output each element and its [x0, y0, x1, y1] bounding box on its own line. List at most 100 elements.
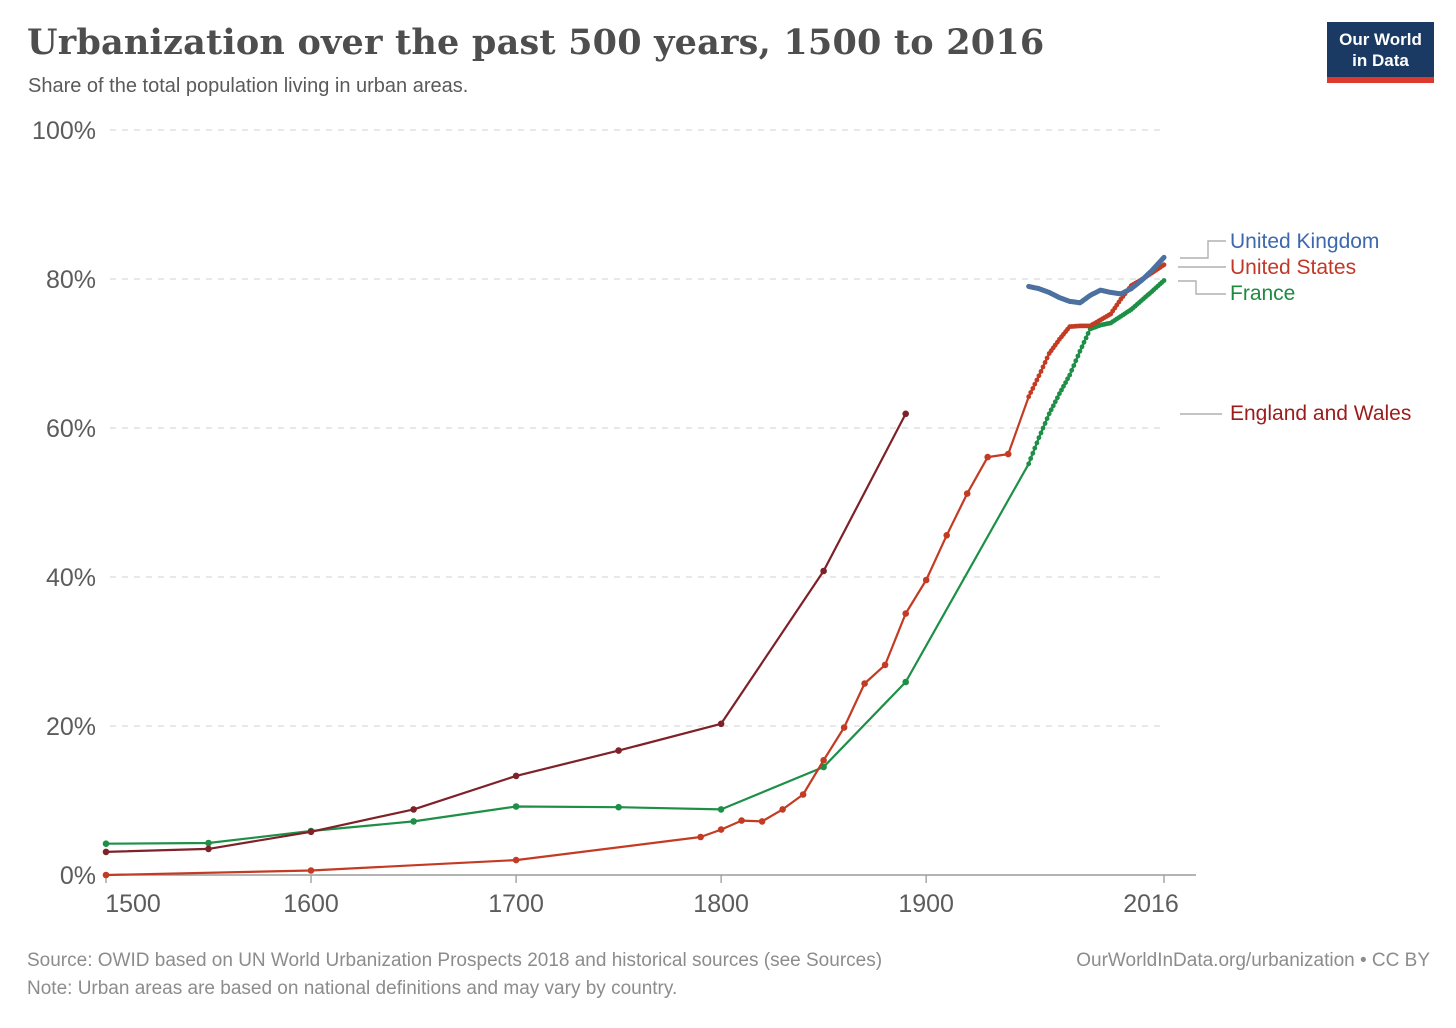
data-point: [1036, 435, 1042, 441]
data-point: [1044, 416, 1050, 421]
data-point: [102, 848, 110, 856]
owid-logo: Our World in Data: [1327, 22, 1434, 83]
data-point: [1030, 386, 1036, 391]
data-point: [697, 833, 704, 841]
data-point: [1071, 363, 1077, 368]
data-point: [881, 661, 889, 669]
data-point: [410, 818, 417, 825]
data-point: [1038, 369, 1044, 374]
data-point: [1038, 430, 1044, 436]
legend-item-united-states[interactable]: United States: [1230, 256, 1357, 279]
data-point: [779, 806, 786, 813]
x-tick-label: 1800: [693, 890, 749, 918]
data-point: [1067, 372, 1073, 378]
legend-item-france[interactable]: France: [1230, 282, 1296, 305]
data-point: [512, 803, 520, 810]
data-point: [307, 828, 315, 836]
data-point: [1085, 331, 1091, 336]
data-point: [205, 845, 212, 853]
data-point: [512, 856, 520, 864]
data-point: [1063, 380, 1068, 385]
x-tick-label: 1500: [105, 890, 161, 918]
data-point: [1036, 373, 1042, 379]
data-point: [1028, 456, 1034, 461]
data-point: [840, 724, 848, 731]
data-point: [410, 806, 417, 813]
data-point: [1083, 335, 1089, 341]
owid-logo-line2: in Data: [1352, 51, 1409, 70]
data-point: [615, 803, 622, 811]
data-point: [307, 867, 315, 874]
data-point: [1004, 450, 1012, 458]
data-point: [512, 772, 520, 780]
legend-item-united-kingdom[interactable]: United Kingdom: [1230, 230, 1380, 253]
data-point: [1048, 407, 1054, 413]
data-point: [1026, 394, 1032, 400]
x-tick-label: 1600: [283, 890, 339, 918]
data-point: [1059, 387, 1064, 393]
data-point: [717, 720, 725, 728]
data-point: [102, 871, 110, 879]
y-tick-label: 20%: [46, 713, 96, 741]
data-point: [1028, 390, 1034, 395]
data-point: [1034, 377, 1040, 383]
series-france: [102, 278, 1167, 847]
owid-logo-red-bar: [1327, 77, 1434, 83]
data-point: [102, 840, 110, 847]
data-point: [922, 576, 930, 584]
data-point: [1040, 425, 1046, 431]
footer-source: Source: OWID based on UN World Urbanizat…: [27, 950, 883, 971]
legend-connectors: [1178, 240, 1226, 415]
x-tick-label: 2016: [1123, 890, 1179, 918]
data-point: [717, 826, 725, 833]
y-tick-label: 100%: [32, 117, 96, 145]
data-point: [1161, 262, 1167, 268]
data-point: [738, 817, 745, 824]
x-tick-label: 1900: [898, 890, 954, 918]
data-point: [1040, 364, 1046, 370]
data-point: [615, 747, 622, 754]
y-tick-label: 0%: [60, 862, 96, 890]
series-united-kingdom: [1026, 254, 1167, 306]
data-point: [1052, 399, 1058, 405]
data-point: [1034, 440, 1040, 446]
page-subtitle: Share of the total population living in …: [28, 75, 469, 97]
data-point: [1069, 367, 1075, 373]
data-point: [1161, 278, 1167, 283]
data-point: [1073, 358, 1079, 364]
data-point: [1042, 360, 1048, 365]
page-title: Urbanization over the past 500 years, 15…: [27, 22, 1045, 63]
data-point: [820, 567, 827, 575]
footer-source-note: Source: OWID based on UN World Urbanizat…: [27, 947, 882, 1003]
data-point: [205, 839, 212, 847]
x-tick-label: 1700: [488, 890, 544, 918]
data-point: [758, 818, 766, 825]
data-point: [820, 763, 827, 771]
data-point: [717, 806, 725, 813]
y-tick-label: 40%: [46, 564, 96, 592]
data-point: [1079, 344, 1085, 350]
footer-link[interactable]: OurWorldInData.org/urbanization • CC BY: [1076, 950, 1430, 971]
data-point: [1055, 395, 1060, 401]
owid-logo-line1: Our World: [1339, 30, 1422, 49]
footer-note: Note: Urban areas are based on national …: [27, 978, 678, 999]
data-point: [820, 757, 827, 764]
y-axis: 0% 20% 40% 60% 80% 100%: [32, 117, 1196, 890]
data-point: [902, 610, 909, 617]
data-point: [1061, 383, 1066, 389]
legend-item-england-and-wales[interactable]: England and Wales: [1230, 402, 1412, 425]
data-point: [861, 680, 868, 687]
chart-footer: Source: OWID based on UN World Urbanizat…: [27, 947, 1430, 1003]
y-tick-label: 60%: [46, 415, 96, 443]
data-point: [1050, 403, 1056, 409]
data-point: [943, 532, 950, 539]
data-point: [1044, 355, 1050, 361]
owid-logo-text: Our World in Data: [1327, 22, 1434, 77]
data-point: [1032, 445, 1038, 451]
data-point: [1075, 353, 1081, 359]
data-point: [1081, 339, 1087, 345]
data-point: [1042, 421, 1048, 426]
data-point: [1065, 376, 1070, 382]
series-united-states: [102, 262, 1167, 879]
